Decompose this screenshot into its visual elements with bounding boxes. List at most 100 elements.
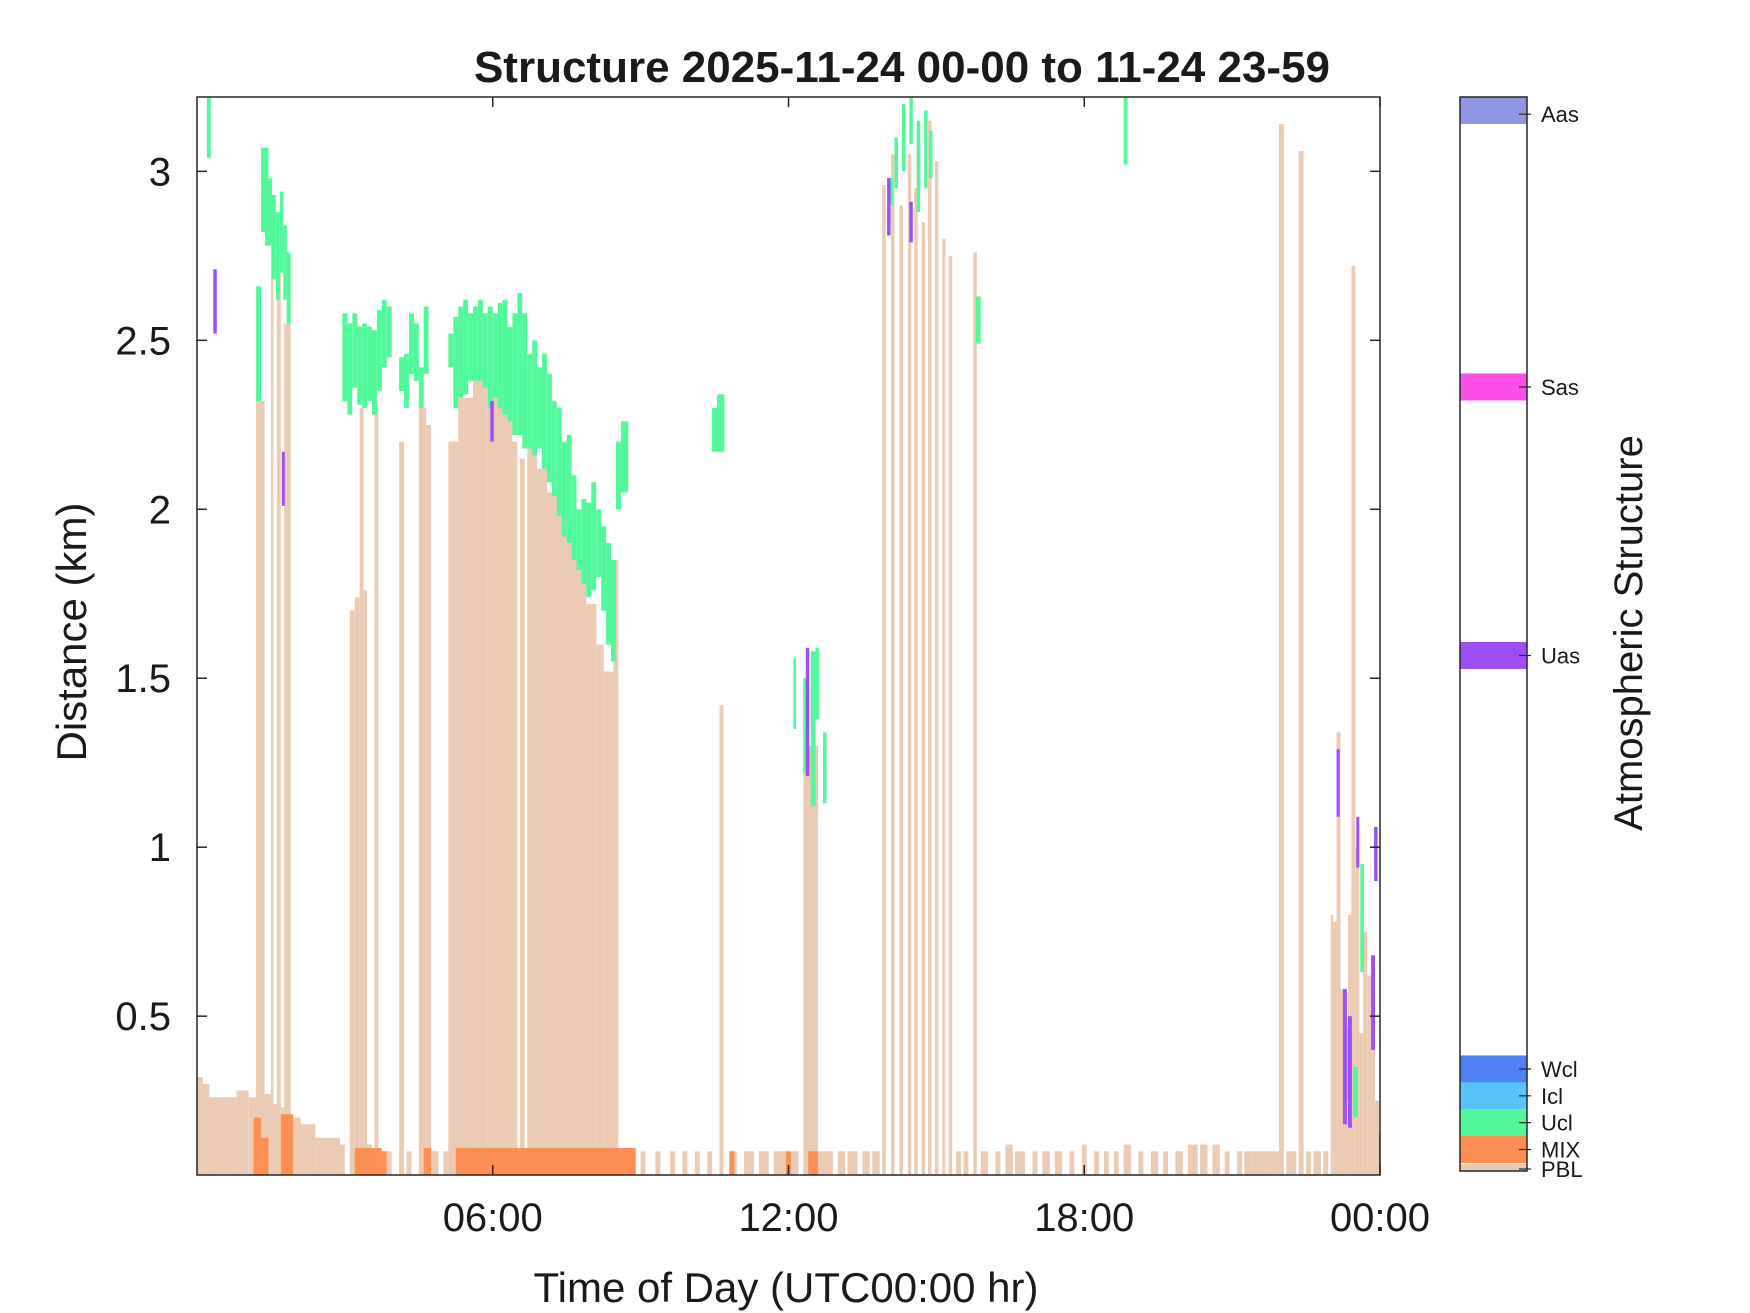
ucl-cell (601, 526, 607, 611)
pbl-cell (248, 1097, 257, 1175)
pbl-cell (1032, 1151, 1038, 1175)
mix-cell (786, 1151, 791, 1175)
pbl-cell (487, 387, 503, 1176)
ucl-cell (815, 647, 820, 719)
pbl-cell (640, 1151, 646, 1175)
pbl-cell (1054, 1151, 1063, 1175)
ucl-cell (342, 313, 348, 402)
pbl-cell (406, 1151, 412, 1175)
pbl-cell (1336, 732, 1341, 1175)
pbl-cell (443, 1151, 449, 1175)
mix-cell (381, 1151, 387, 1175)
mix-cell (288, 1114, 294, 1175)
pbl-cell (374, 407, 379, 1175)
mix-cell (423, 1148, 432, 1175)
pbl-cell (576, 570, 587, 1175)
colorbar-border (1459, 96, 1528, 1172)
ucl-cell (901, 103, 906, 172)
pbl-cell (995, 1151, 1001, 1175)
pbl-cell (386, 1151, 392, 1175)
ucl-cell (413, 323, 419, 381)
series-layer (197, 97, 1380, 1176)
pbl-cell (596, 644, 604, 1175)
pbl-cell (236, 1090, 249, 1175)
pbl-cell (264, 1093, 271, 1175)
colorbar-background (1460, 97, 1527, 1171)
series-uas (213, 178, 1380, 1169)
x-tick-label: 06:00 (443, 1196, 543, 1240)
ucl-cell (803, 678, 808, 773)
pbl-cell (556, 516, 567, 1175)
colorbar-swatch-sas (1460, 373, 1527, 401)
pbl-cell (566, 543, 577, 1175)
ucl-cell (372, 330, 377, 415)
pbl-cell (882, 184, 886, 1175)
plot-frame (197, 97, 1380, 1175)
pbl-cell (948, 255, 953, 1176)
pbl-cell (942, 238, 946, 1175)
pbl-cell (744, 1151, 754, 1175)
ucl-cell (453, 316, 459, 408)
pbl-cell (899, 205, 903, 1176)
pbl-cell (1104, 1151, 1109, 1175)
ucl-cell (517, 293, 523, 435)
pbl-cell (1355, 847, 1360, 1175)
ucl-cell (275, 211, 280, 300)
ucl-cell (1360, 864, 1364, 973)
uas-cell (490, 401, 494, 442)
pbl-cell (980, 1151, 989, 1175)
pbl-cell (1340, 989, 1345, 1175)
pbl-cell (1351, 266, 1356, 1175)
ucl-cell (547, 374, 552, 483)
ucl-cell (522, 313, 528, 449)
pbl-cell (1113, 1151, 1119, 1175)
pbl-cell (928, 120, 932, 1176)
ucl-cell (556, 407, 562, 516)
ucl-cell (586, 502, 592, 598)
colorbar-swatch-icl (1460, 1082, 1527, 1110)
ucl-cell (423, 306, 429, 375)
pbl-cell (1279, 124, 1284, 1175)
pbl-cell (872, 1151, 880, 1175)
ucl-cell (916, 120, 921, 212)
pbl-cell (1306, 1151, 1311, 1175)
colorbar-label-wcl: Wcl (1541, 1057, 1578, 1082)
pbl-cell (363, 590, 368, 1175)
pbl-cell (1150, 1151, 1159, 1175)
pbl-cell (956, 1151, 961, 1175)
colorbar-label-uas: Uas (1541, 643, 1580, 668)
mix-cell (261, 1137, 269, 1175)
uas-cell (1374, 826, 1378, 881)
uas-cell (805, 647, 810, 777)
pbl-cell (276, 272, 281, 1175)
pbl-cell (270, 225, 274, 1175)
ucl-cell (537, 367, 542, 449)
ucl-cell (347, 323, 353, 415)
uas-cell (213, 269, 217, 334)
ucl-cell (409, 313, 414, 375)
x-axis-label: Time of Day (UTC00:00 hr) (534, 1264, 1039, 1311)
pbl-cell (1212, 1144, 1220, 1175)
pbl-cell (1375, 1100, 1379, 1175)
pbl-cell (315, 1137, 340, 1175)
pbl-cell (300, 1124, 316, 1175)
tick-layer: 06:00 12:00 18:00 00:00 0.5 1 1.5 2 2.5 3 (115, 97, 1430, 1240)
ucl-cell (606, 543, 611, 645)
pbl-cell (1224, 1151, 1230, 1175)
ucl-cell (620, 421, 629, 493)
ucl-cell (492, 313, 498, 398)
pbl-cell (670, 1151, 676, 1175)
pbl-cell (1363, 931, 1368, 1175)
ucl-cell (561, 441, 567, 537)
x-tick-label: 00:00 (1330, 1196, 1430, 1240)
ucl-cell (478, 299, 483, 381)
pbl-cell (1251, 1151, 1262, 1175)
ucl-cell (386, 306, 392, 358)
pbl-cell (1313, 1151, 1321, 1175)
pbl-cell (803, 745, 819, 1175)
pbl-cell (502, 407, 513, 1175)
pbl-cell (586, 603, 597, 1175)
ucl-cell (823, 732, 827, 804)
pbl-cell (258, 401, 265, 1176)
